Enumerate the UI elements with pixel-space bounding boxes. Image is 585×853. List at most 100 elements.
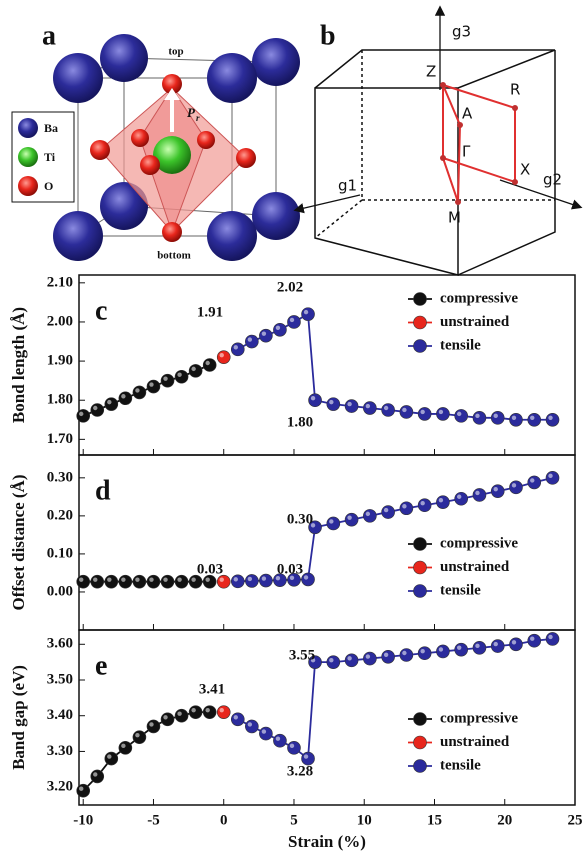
data-point: [509, 413, 522, 426]
data-point-shine: [304, 754, 308, 758]
data-point-shine: [205, 708, 209, 712]
y-tick-label: 2.00: [47, 313, 73, 329]
annotation: 0.03: [197, 561, 223, 577]
data-point-shine: [220, 577, 224, 581]
data-point-shine: [530, 478, 534, 482]
x-axis-label: Strain (%): [288, 832, 366, 851]
legend-label: unstrained: [440, 559, 510, 575]
x-tick-label: 20: [497, 812, 512, 828]
data-point-shine: [329, 658, 333, 662]
data-point: [91, 575, 104, 588]
data-point-shine: [420, 649, 424, 653]
data-point: [418, 647, 431, 660]
data-point: [455, 643, 468, 656]
data-point: [91, 770, 104, 783]
data-point: [327, 656, 340, 669]
charts: 1.701.801.902.002.10cBond length (Å)comp…: [9, 274, 583, 851]
legend-marker: [414, 736, 427, 749]
data-point-shine: [191, 577, 195, 581]
data-point: [203, 359, 216, 372]
data-point-shine: [530, 416, 534, 420]
data-point: [528, 634, 541, 647]
k-label: A: [462, 105, 473, 123]
data-point: [91, 404, 104, 417]
data-point: [217, 706, 230, 719]
data-point: [528, 413, 541, 426]
data-point-shine: [107, 754, 111, 758]
data-point-shine: [304, 310, 308, 314]
data-point-shine: [93, 577, 97, 581]
annotation: 3.28: [287, 763, 313, 779]
y-tick-label: 0.20: [47, 507, 73, 523]
data-point-shine: [163, 376, 167, 380]
data-point: [287, 741, 300, 754]
data-point: [528, 476, 541, 489]
data-point: [147, 720, 160, 733]
data-point: [175, 709, 188, 722]
data-point: [259, 727, 272, 740]
data-point-shine: [329, 519, 333, 523]
data-point-shine: [304, 575, 308, 579]
data-point-shine: [366, 654, 370, 658]
data-point-shine: [149, 382, 153, 386]
legend-label: compressive: [440, 710, 518, 726]
data-point-shine: [121, 744, 125, 748]
data-point-shine: [384, 406, 388, 410]
data-point: [217, 351, 230, 364]
data-point: [363, 509, 376, 522]
legend-marker: [414, 293, 427, 306]
data-point: [302, 308, 315, 321]
data-point: [119, 392, 132, 405]
data-point-shine: [475, 491, 479, 495]
legend-label: tensile: [440, 337, 481, 353]
axis-label: g3: [452, 23, 471, 41]
annotation: 3.55: [289, 647, 315, 663]
data-point: [473, 488, 486, 501]
data-point-shine: [329, 400, 333, 404]
data-point-shine: [135, 733, 139, 737]
data-point: [245, 335, 258, 348]
data-point: [147, 380, 160, 393]
data-point: [273, 734, 286, 747]
data-point: [259, 574, 272, 587]
legend-label: unstrained: [440, 314, 510, 330]
data-point-shine: [79, 577, 83, 581]
legend-marker: [414, 760, 427, 773]
data-point: [400, 502, 413, 515]
legend-marker: [414, 713, 427, 726]
data-point: [491, 640, 504, 653]
data-point: [509, 638, 522, 651]
data-point: [287, 315, 300, 328]
data-point-shine: [439, 498, 443, 502]
ba-atom: [53, 53, 103, 103]
data-point: [363, 652, 376, 665]
y-tick-label: 3.60: [47, 636, 73, 652]
x-tick-label: 10: [357, 812, 372, 828]
data-point: [345, 400, 358, 413]
data-point-shine: [220, 353, 224, 357]
data-point: [77, 784, 90, 797]
data-point-shine: [234, 715, 238, 719]
x-tick-label: 0: [220, 812, 228, 828]
legend-label: tensile: [440, 757, 481, 773]
x-tick-label: -5: [147, 812, 160, 828]
data-point: [509, 481, 522, 494]
legend-marker: [414, 561, 427, 574]
data-point-shine: [149, 722, 153, 726]
y-tick-label: 2.10: [47, 274, 73, 290]
g1-arrow: [296, 195, 360, 210]
data-point: [231, 343, 244, 356]
data-point: [189, 706, 202, 719]
data-point: [119, 741, 132, 754]
data-point: [175, 575, 188, 588]
y-tick-label: 0.10: [47, 545, 73, 561]
data-point-shine: [290, 318, 294, 322]
data-point: [175, 370, 188, 383]
data-point-shine: [457, 412, 461, 416]
data-point: [436, 645, 449, 658]
data-point-shine: [205, 577, 209, 581]
data-point-shine: [420, 501, 424, 505]
k-label: Z: [426, 63, 436, 81]
ba-atom: [252, 38, 300, 86]
legend-marker: [414, 538, 427, 551]
